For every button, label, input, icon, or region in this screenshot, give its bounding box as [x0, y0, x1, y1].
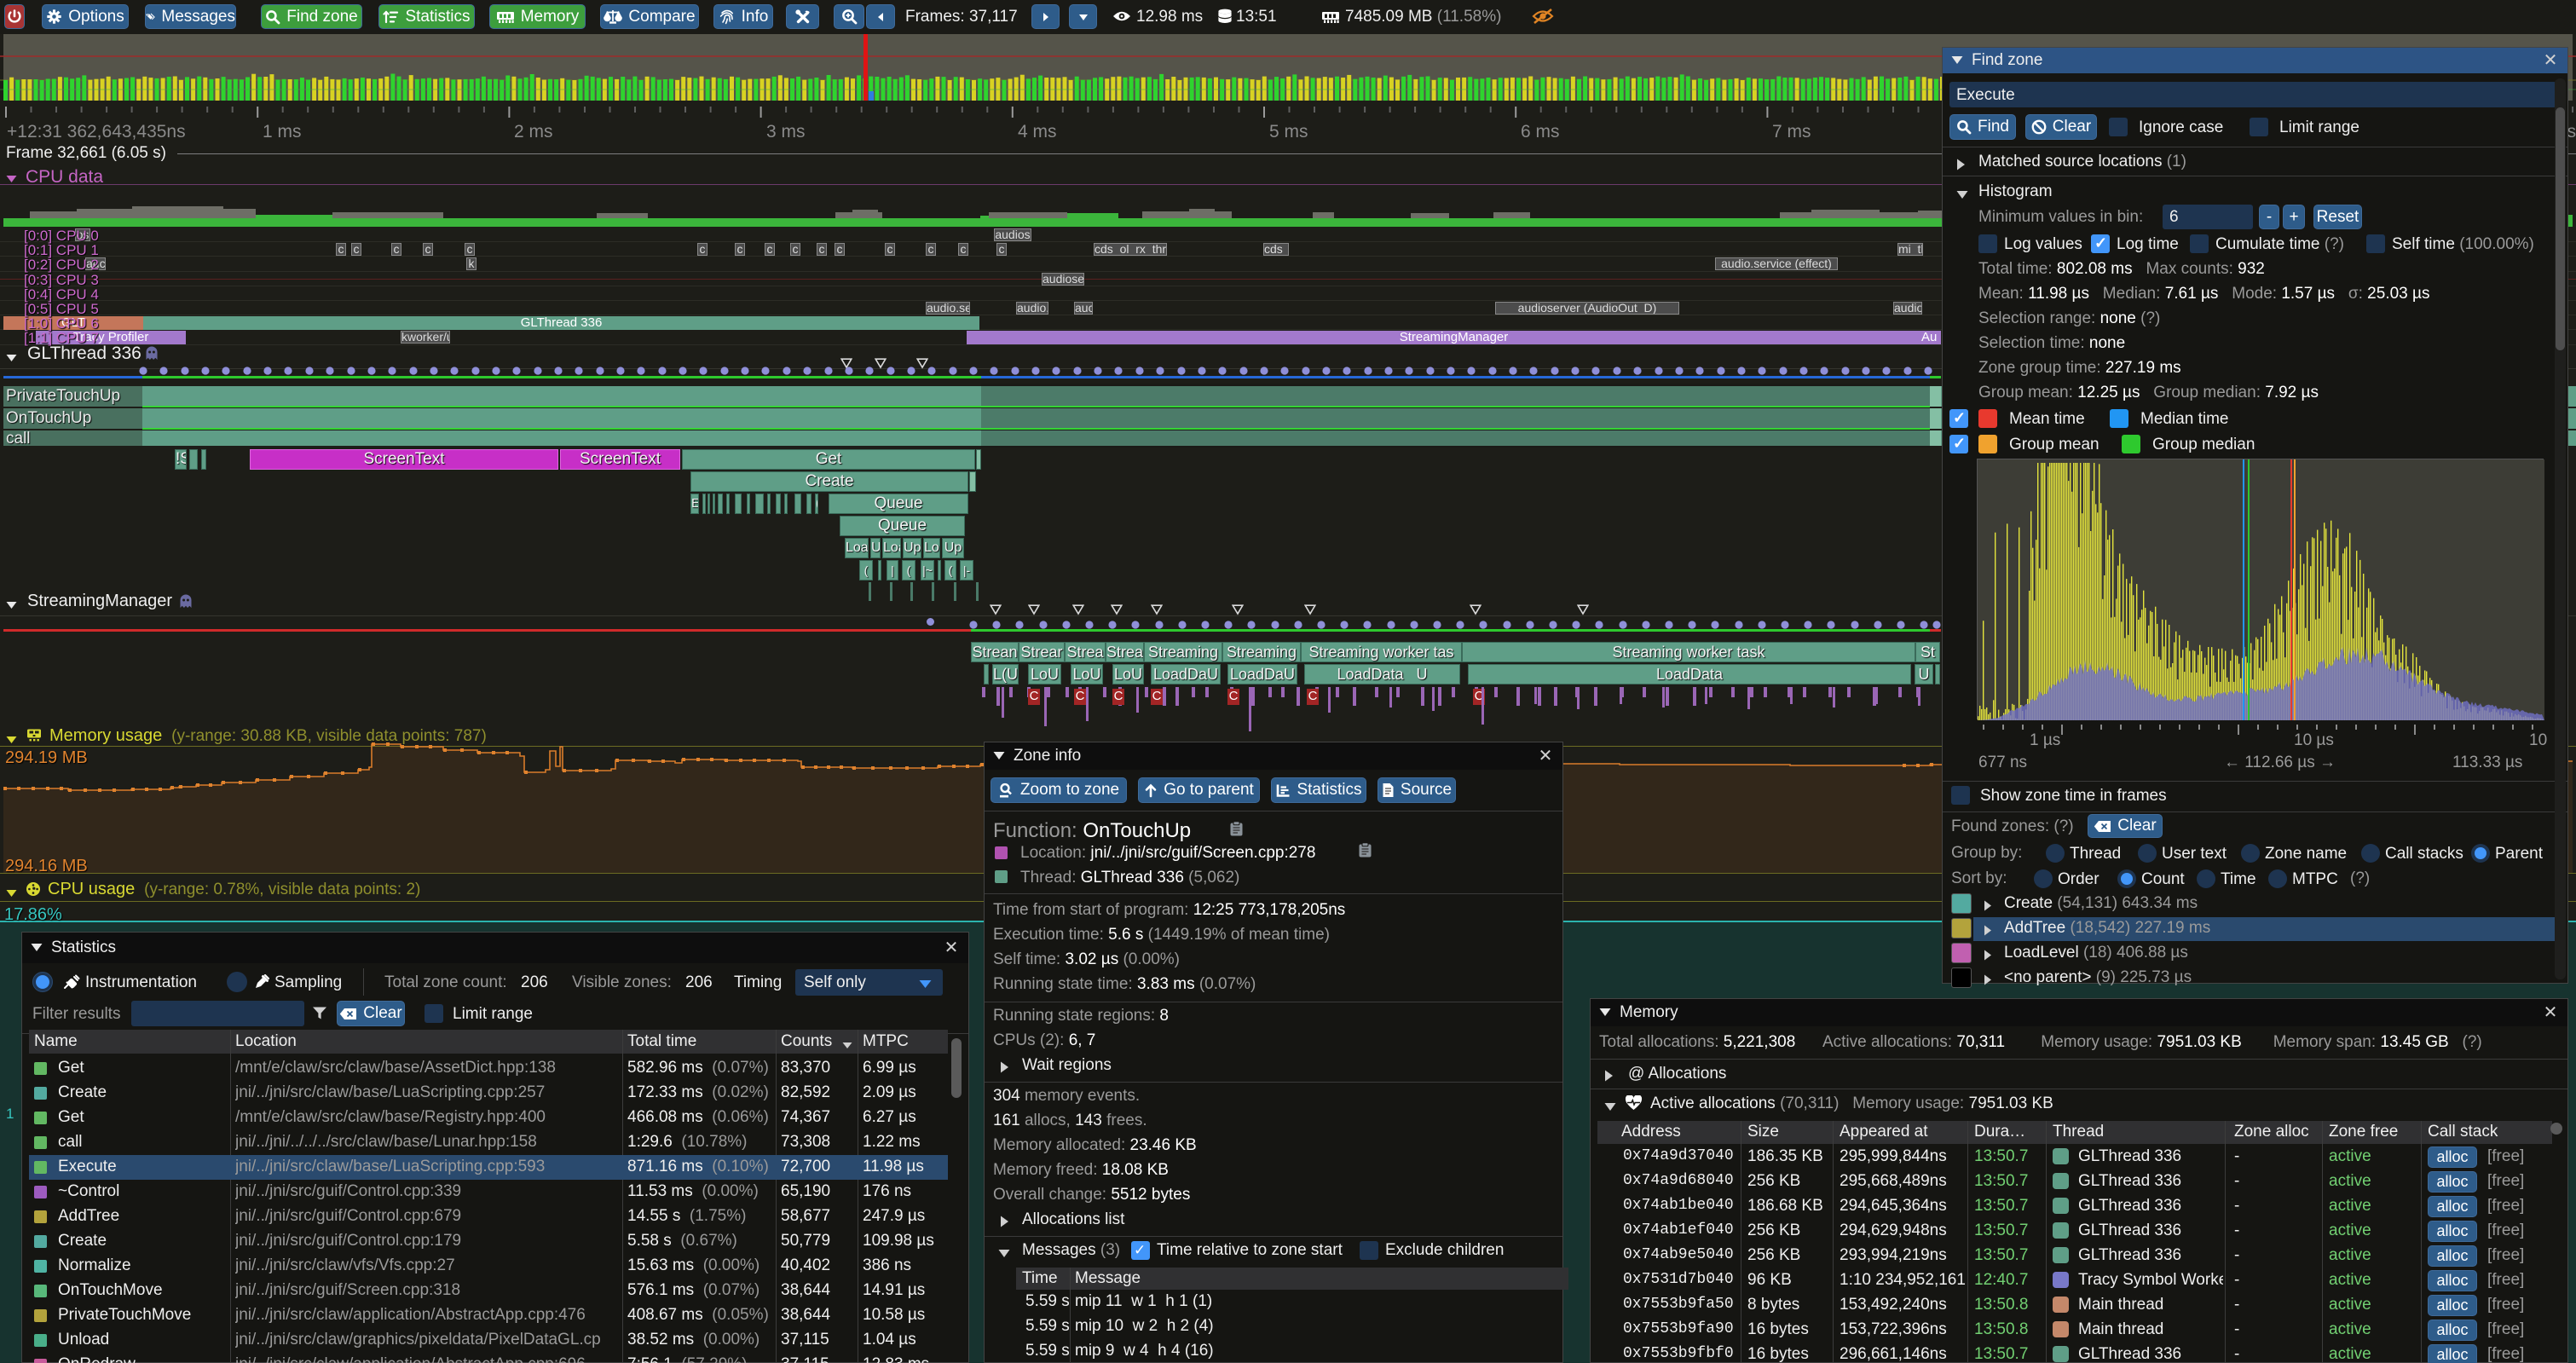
- svg-text:6 ms: 6 ms: [1521, 122, 1560, 141]
- svg-text:5 ms: 5 ms: [1269, 122, 1308, 141]
- svg-text:1 ms: 1 ms: [263, 122, 302, 141]
- svg-text:2 ms: 2 ms: [514, 122, 553, 141]
- svg-text:7 ms: 7 ms: [1772, 122, 1811, 141]
- svg-text:4 ms: 4 ms: [1018, 122, 1057, 141]
- svg-text:+12:31 362,643,435ns: +12:31 362,643,435ns: [7, 122, 186, 141]
- svg-text:3 ms: 3 ms: [766, 122, 806, 141]
